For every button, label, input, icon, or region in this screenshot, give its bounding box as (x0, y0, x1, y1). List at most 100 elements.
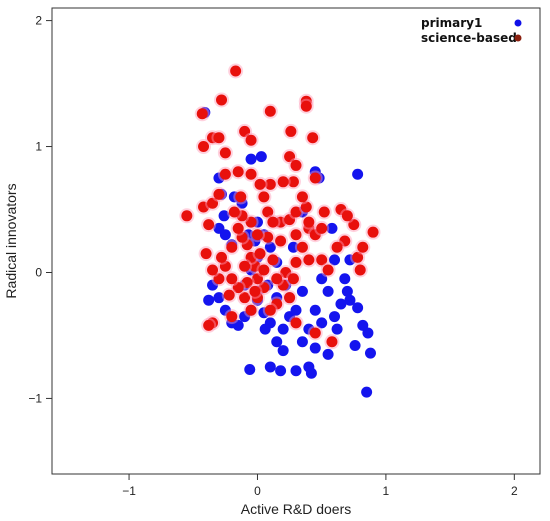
data-point (367, 226, 379, 238)
data-point (219, 147, 231, 159)
data-point (262, 206, 274, 218)
data-point (303, 216, 315, 228)
data-point (264, 241, 276, 253)
data-point (300, 100, 312, 112)
data-point (264, 304, 276, 316)
data-point (236, 231, 248, 243)
data-point (232, 166, 244, 178)
data-point (316, 254, 328, 266)
legend-label: primary1 (421, 16, 482, 30)
data-point (251, 273, 263, 285)
data-point (245, 251, 257, 263)
legend-marker (514, 34, 522, 42)
data-point (290, 159, 302, 171)
data-point (341, 210, 353, 222)
data-point (196, 108, 208, 120)
data-point (218, 210, 230, 222)
data-point (309, 172, 321, 184)
data-point (213, 292, 225, 304)
data-point (331, 241, 343, 253)
data-point (258, 191, 270, 203)
data-point (348, 219, 360, 231)
data-point (349, 340, 361, 352)
data-point (267, 216, 279, 228)
data-point (245, 304, 257, 316)
data-point (223, 289, 235, 301)
data-point (322, 264, 334, 276)
data-point (290, 229, 302, 241)
data-point (258, 282, 270, 294)
data-point (296, 191, 308, 203)
data-point (262, 231, 274, 243)
data-point (284, 151, 296, 163)
data-point (329, 254, 341, 266)
legend-label: science-based (421, 31, 517, 45)
data-point (245, 134, 257, 146)
x-tick-label: 0 (254, 484, 261, 498)
data-point (213, 188, 225, 200)
data-point (245, 153, 257, 165)
data-point (226, 241, 238, 253)
data-point (244, 363, 256, 375)
data-point (203, 319, 215, 331)
data-point (341, 285, 353, 297)
data-point (287, 241, 299, 253)
data-point (275, 216, 287, 228)
data-point (352, 302, 364, 314)
data-point (287, 273, 299, 285)
data-point (316, 317, 328, 329)
data-point (239, 292, 251, 304)
data-point (219, 229, 231, 241)
x-axis: −1 0 1 2 (122, 474, 518, 498)
data-point (251, 229, 263, 241)
data-point (361, 386, 373, 398)
data-point (318, 206, 330, 218)
series-science-based (179, 63, 381, 350)
data-point (322, 348, 334, 360)
plot-frame (51, 7, 541, 475)
data-point (219, 260, 231, 272)
data-point (296, 241, 308, 253)
data-point (235, 191, 247, 203)
data-point (300, 201, 312, 213)
x-axis-label: Active R&D doers (241, 501, 351, 517)
data-point (331, 323, 343, 335)
y-tick-label: −1 (28, 391, 42, 405)
data-point (284, 292, 296, 304)
data-point (239, 260, 251, 272)
data-point (305, 367, 317, 379)
data-point (290, 206, 302, 218)
data-point (245, 168, 257, 180)
data-point (280, 266, 292, 278)
data-point (232, 282, 244, 294)
x-tick-label: −1 (122, 484, 136, 498)
data-point (309, 304, 321, 316)
data-point (329, 311, 341, 323)
data-point (326, 222, 338, 234)
data-point (335, 298, 347, 310)
data-point (203, 219, 215, 231)
data-point (219, 168, 231, 180)
data-point (232, 319, 244, 331)
data-point (290, 317, 302, 329)
data-point (364, 347, 376, 359)
data-point (290, 304, 302, 316)
data-point (352, 251, 364, 263)
data-point (264, 105, 276, 117)
data-point (245, 216, 257, 228)
data-point (232, 222, 244, 234)
data-point (296, 336, 308, 348)
data-point (267, 254, 279, 266)
data-point (213, 273, 225, 285)
data-point (200, 248, 212, 260)
data-point (316, 273, 328, 285)
data-point (344, 294, 356, 306)
data-point (249, 260, 261, 272)
data-points (179, 63, 381, 398)
data-point (309, 342, 321, 354)
data-point (198, 201, 210, 213)
data-point (287, 176, 299, 188)
data-point (339, 273, 351, 285)
data-point (230, 65, 242, 77)
data-point (254, 178, 266, 190)
